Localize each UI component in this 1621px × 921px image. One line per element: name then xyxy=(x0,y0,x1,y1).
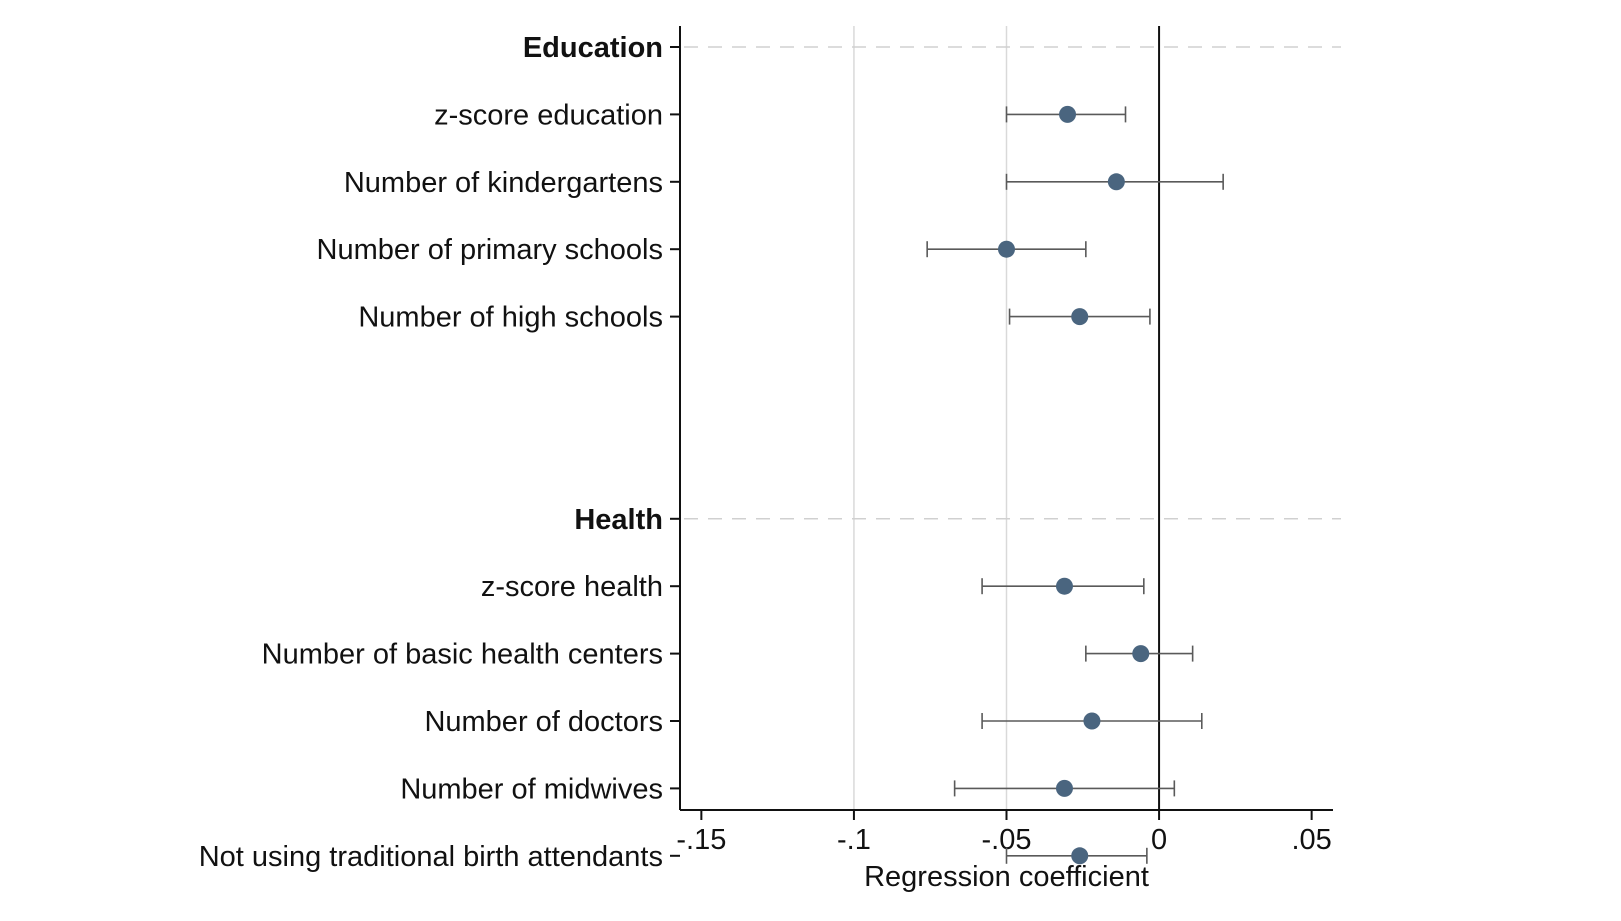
group-header-label: Education xyxy=(523,32,663,64)
point-estimate xyxy=(998,240,1015,258)
row-label: z-score education xyxy=(434,99,663,131)
x-tick-label: -.1 xyxy=(837,824,871,856)
axes: -.15 -.1 -.05 0.05 xyxy=(670,26,1333,857)
gridlines xyxy=(853,26,1008,810)
group-header-label: Health xyxy=(574,504,663,536)
point-estimates xyxy=(998,105,1150,865)
row-label: Number of doctors xyxy=(424,706,663,738)
confidence-intervals xyxy=(926,106,1224,864)
x-tick-label: .05 xyxy=(1291,824,1331,856)
x-tick-label: 0 xyxy=(1151,824,1167,856)
row-label: Number of basic health centers xyxy=(262,639,663,671)
point-estimate xyxy=(1055,779,1073,797)
x-tick-label: -.15 xyxy=(676,824,726,856)
point-estimate xyxy=(1071,308,1089,326)
x-axis-title: Regression coefficient xyxy=(864,861,1149,893)
group-header-lines xyxy=(684,46,1341,520)
point-estimate xyxy=(1059,105,1077,123)
point-estimate xyxy=(1055,577,1073,595)
row-label: z-score health xyxy=(481,571,663,603)
row-label: Not using traditional birth attendants xyxy=(199,841,663,873)
point-estimate xyxy=(1132,645,1150,663)
point-estimate xyxy=(1071,847,1089,865)
row-label: Number of high schools xyxy=(358,302,663,334)
row-label: Number of midwives xyxy=(400,773,663,805)
row-labels: Education z-score education Number of kind… xyxy=(199,32,663,873)
row-label: Number of primary schools xyxy=(317,234,664,266)
point-estimate xyxy=(1083,712,1101,730)
point-estimate xyxy=(1107,173,1125,191)
row-label: Number of kindergartens xyxy=(344,167,663,199)
